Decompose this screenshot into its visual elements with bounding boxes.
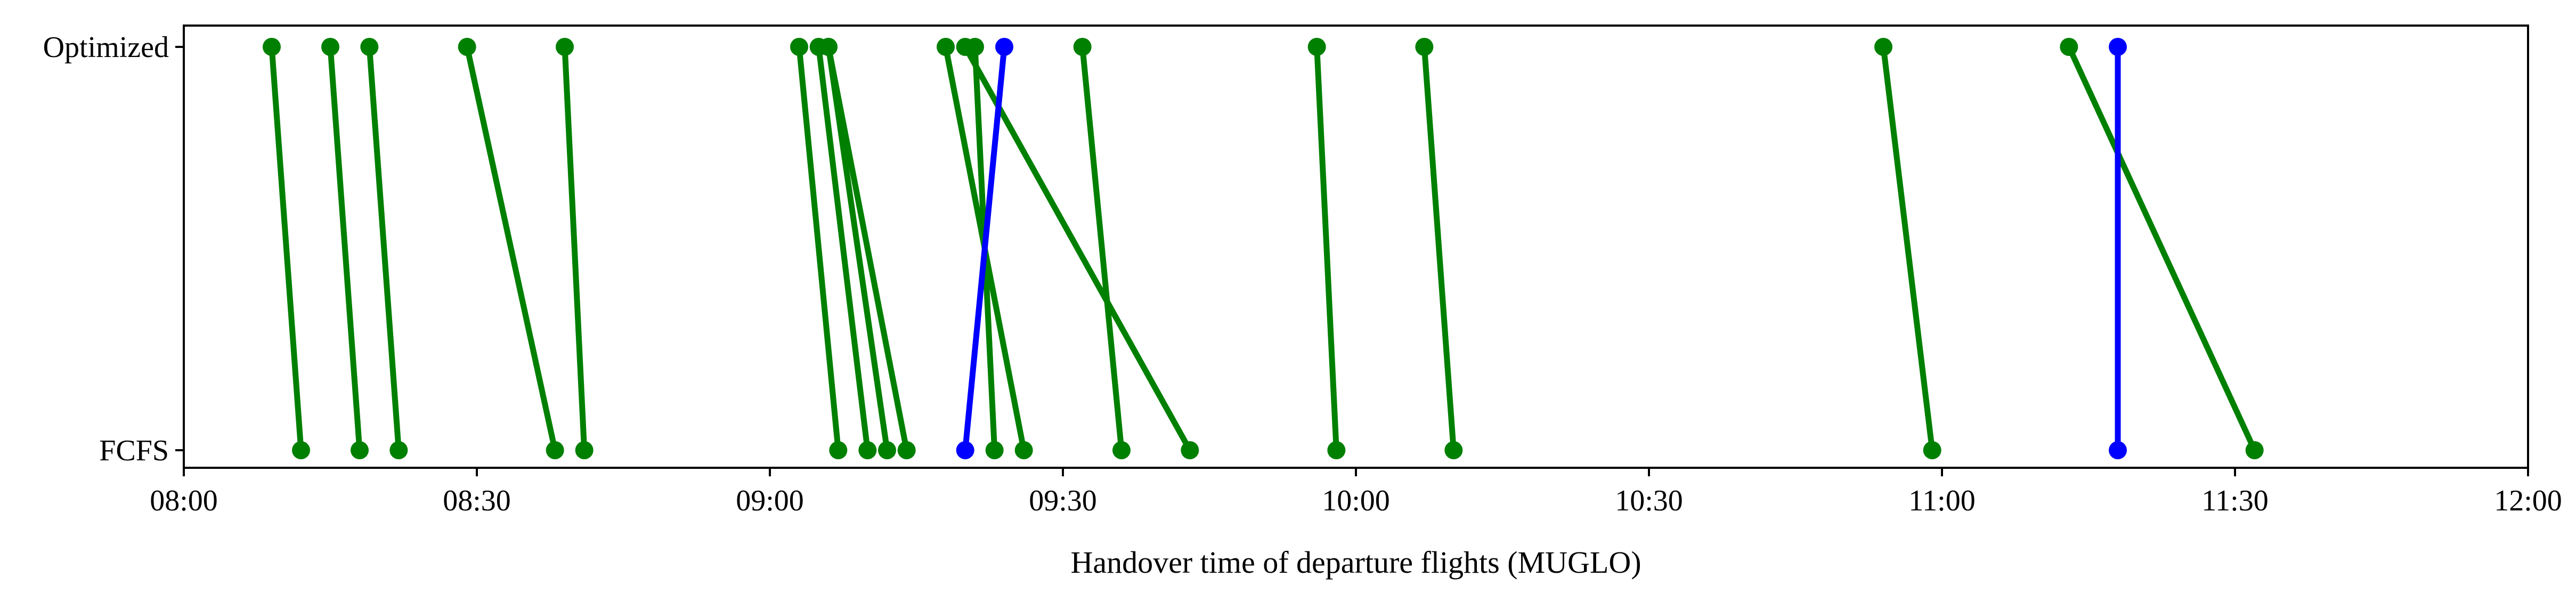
fcfs-point	[292, 441, 310, 459]
optimized-point	[263, 38, 281, 56]
flight-series	[321, 38, 369, 459]
fcfs-point	[2245, 441, 2264, 459]
fcfs-point	[1327, 441, 1346, 459]
optimized-point	[1307, 38, 1326, 56]
optimized-point	[995, 38, 1013, 56]
optimized-point	[556, 38, 574, 56]
flight-line	[962, 44, 1007, 453]
flight-line	[1421, 44, 1457, 453]
x-tick-label: 09:00	[736, 484, 804, 517]
flight-series	[360, 38, 408, 459]
flight-line	[269, 44, 304, 453]
x-tick-label: 08:00	[150, 484, 218, 517]
y-tick-label: FCFS	[99, 434, 169, 467]
optimized-point	[1073, 38, 1092, 56]
flight-line	[562, 44, 588, 453]
x-tick-label: 10:30	[1615, 484, 1683, 517]
fcfs-point	[2109, 441, 2127, 459]
optimized-point	[1415, 38, 1434, 56]
x-axis-label: Handover time of departure flights (MUGL…	[1070, 545, 1641, 580]
flight-line	[1079, 44, 1125, 453]
flight-line	[1314, 44, 1339, 453]
optimized-point	[321, 38, 339, 56]
flight-series	[956, 38, 1013, 459]
fcfs-point	[575, 441, 594, 459]
flight-line	[464, 44, 558, 453]
flight-series	[1073, 38, 1131, 459]
flight-series	[263, 38, 310, 459]
flight-line	[796, 44, 841, 453]
optimized-point	[790, 38, 808, 56]
optimized-point	[1874, 38, 1892, 56]
flight-series	[2060, 38, 2264, 459]
flight-line	[962, 44, 1193, 453]
optimized-point	[819, 38, 838, 56]
x-tick-label: 12:00	[2494, 484, 2562, 517]
optimized-point	[956, 38, 974, 56]
y-axis-ticks: FCFS Optimized	[43, 31, 184, 467]
x-axis-ticks: 08:00 08:30 09:00 09:30 10:00 10:30 11:00 11:30…	[150, 468, 2562, 517]
fcfs-point	[878, 441, 896, 459]
fcfs-point	[546, 441, 564, 459]
fcfs-point	[1014, 441, 1033, 459]
fcfs-point	[1923, 441, 1941, 459]
flight-line	[2066, 44, 2258, 453]
flight-series	[790, 38, 848, 459]
x-tick-label: 08:30	[443, 484, 511, 517]
fcfs-point	[1444, 441, 1463, 459]
flight-lines	[263, 38, 2264, 459]
x-tick-label: 09:30	[1029, 484, 1097, 517]
flight-line	[1880, 44, 1936, 453]
flight-series	[2109, 38, 2127, 459]
fcfs-point	[897, 441, 916, 459]
x-tick-label: 11:00	[1908, 484, 1975, 517]
optimized-point	[2109, 38, 2127, 56]
fcfs-point	[829, 441, 848, 459]
flight-series	[809, 38, 877, 459]
flight-series	[458, 38, 564, 459]
flight-series	[556, 38, 594, 459]
fcfs-point	[389, 441, 408, 459]
fcfs-point	[956, 441, 974, 459]
flight-line	[825, 44, 910, 453]
fcfs-point	[1112, 441, 1131, 459]
plot-frame	[183, 25, 2529, 469]
optimized-point	[458, 38, 476, 56]
flight-series	[1415, 38, 1463, 459]
fcfs-point	[858, 441, 877, 459]
optimized-point	[937, 38, 955, 56]
x-tick-label: 10:00	[1322, 484, 1390, 517]
flight-series	[1874, 38, 1941, 459]
optimized-point	[360, 38, 379, 56]
flight-line	[816, 44, 871, 453]
flight-series	[1307, 38, 1346, 459]
y-tick-label: Optimized	[43, 31, 169, 64]
fcfs-point	[1181, 441, 1199, 459]
flight-series	[956, 38, 1199, 459]
fcfs-point	[351, 441, 369, 459]
flight-line	[366, 44, 402, 453]
fcfs-point	[985, 441, 1004, 459]
flight-line	[825, 44, 890, 453]
optimized-point	[2060, 38, 2078, 56]
x-tick-label: 11:30	[2201, 484, 2268, 517]
flight-line	[327, 44, 363, 453]
flight-series	[819, 38, 916, 459]
